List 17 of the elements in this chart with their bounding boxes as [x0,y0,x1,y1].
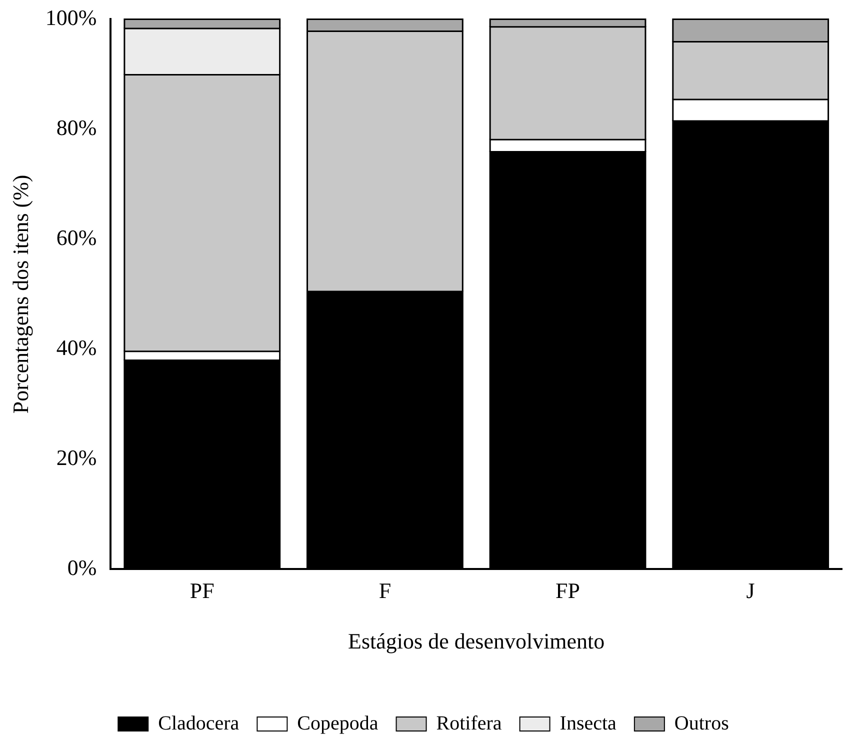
x-axis-title: Estágios de desenvolvimento [348,628,605,654]
y-tick-label: 20% [56,444,97,470]
legend-label: Rotifera [436,712,502,734]
y-tick-label: 0% [67,554,97,580]
legend-label: Insecta [560,712,617,734]
y-tick-label: 60% [56,224,97,250]
x-tick-label: F [378,578,392,604]
x-tick-label: FP [556,578,580,604]
y-tick-label: 40% [56,334,97,360]
legend-label: Copepoda [297,712,378,734]
y-tick-label: 80% [56,114,97,140]
x-tick-label: PF [190,578,214,604]
x-tick-label: J [746,578,756,604]
legend-label: Cladocera [158,712,240,734]
y-axis-title: Porcentagens dos itens (%) [8,174,33,414]
y-tick-label: 100% [45,4,97,30]
legend-label: Outros [674,712,730,734]
